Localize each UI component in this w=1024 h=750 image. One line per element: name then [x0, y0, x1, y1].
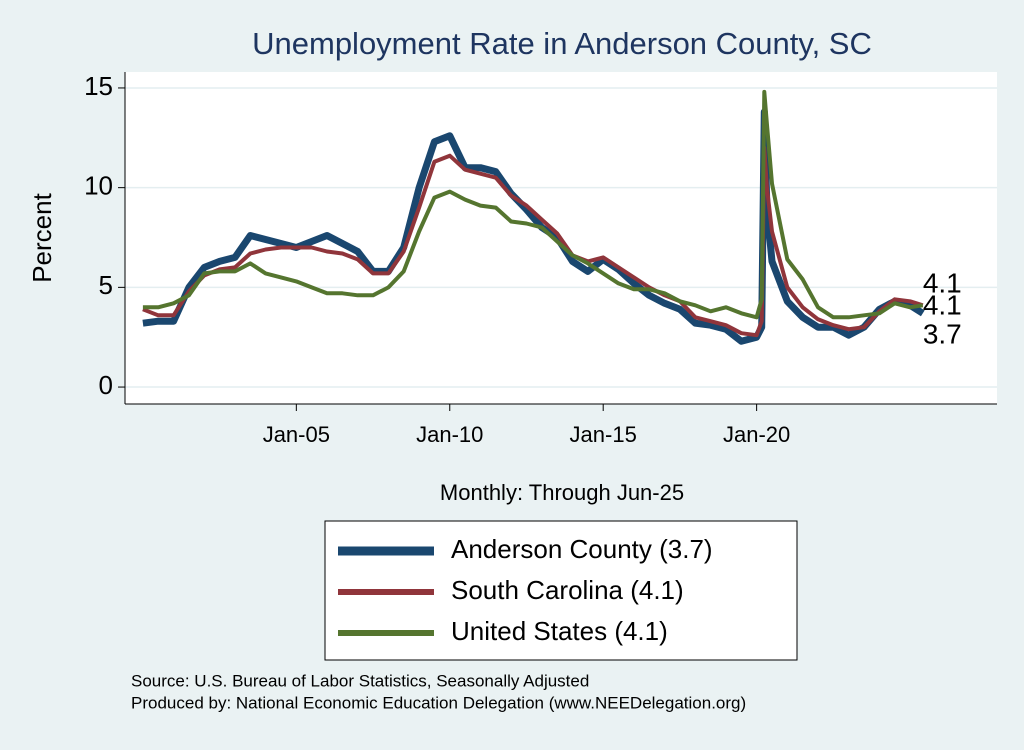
x-tick-label: Jan-15	[570, 422, 637, 447]
series-line	[142, 108, 925, 345]
series-line	[142, 145, 924, 338]
y-tick-label: 0	[99, 370, 113, 400]
end-label: 3.7	[923, 319, 962, 350]
y-axis-label: Percent	[27, 192, 57, 282]
x-tick-label: Jan-20	[723, 422, 790, 447]
legend-label: South Carolina (4.1)	[451, 575, 684, 605]
y-tick-label: 15	[84, 71, 113, 101]
chart-title: Unemployment Rate in Anderson County, SC	[252, 26, 872, 61]
legend-label: United States (4.1)	[451, 616, 668, 646]
end-label: 4.1	[923, 268, 962, 299]
y-tick-label: 10	[84, 171, 113, 201]
x-tick-label: Jan-10	[416, 422, 483, 447]
x-axis-label: Monthly: Through Jun-25	[440, 480, 684, 505]
producer-note: Produced by: National Economic Education…	[131, 693, 746, 712]
y-tick-label: 5	[99, 270, 113, 300]
source-note: Source: U.S. Bureau of Labor Statistics,…	[131, 671, 589, 690]
series-line	[142, 89, 924, 320]
end-label: 4.1	[923, 290, 962, 321]
x-tick-label: Jan-05	[263, 422, 330, 447]
legend-label: Anderson County (3.7)	[451, 534, 713, 564]
